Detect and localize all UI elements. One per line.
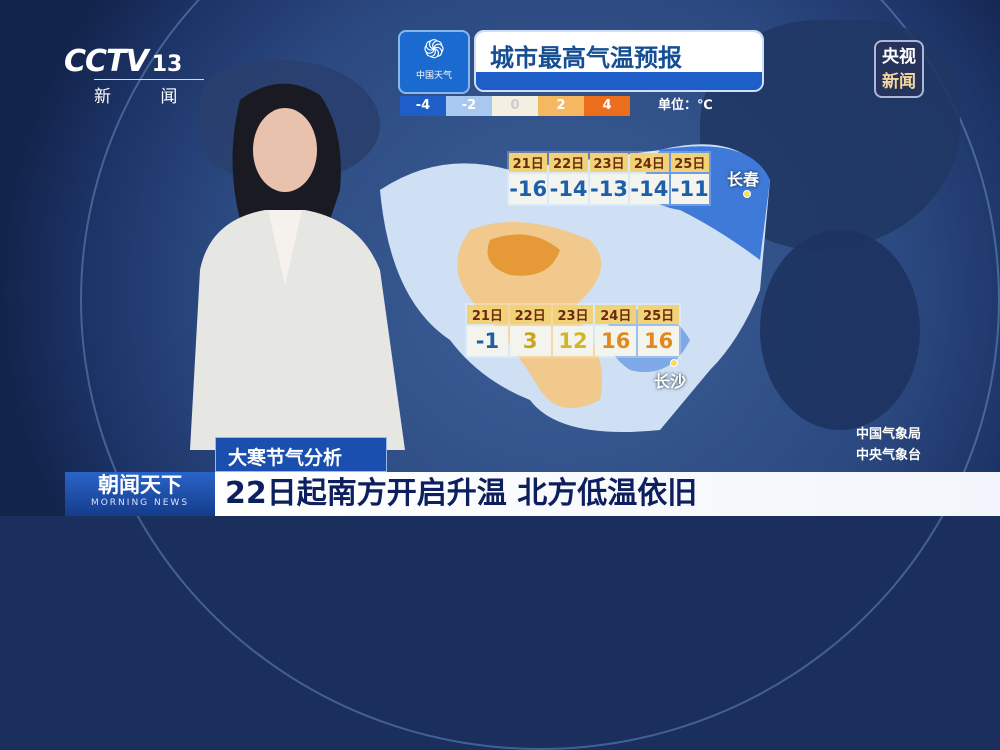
program-logo: 朝闻天下 MORNING NEWS bbox=[65, 472, 215, 516]
color-legend: -4 -2 0 2 4 bbox=[400, 96, 630, 116]
channel-number: 13 bbox=[151, 52, 183, 77]
day-label: 22日 bbox=[509, 305, 551, 324]
city-label-changsha: 长沙 bbox=[654, 372, 687, 391]
forecast-table-changchun: 21日 22日 23日 24日 25日 -16 -14 -13 -14 -11 bbox=[507, 151, 711, 206]
credit-line: 中国气象局 bbox=[856, 427, 922, 442]
forecast-table-changsha: 21日 22日 23日 24日 25日 -1 3 12 16 16 bbox=[465, 303, 681, 358]
brand-name: 中国天气 bbox=[415, 71, 452, 81]
cctv13-logo: CCTV 13 新 闻 bbox=[64, 44, 204, 107]
day-label: 25日 bbox=[670, 153, 709, 172]
page-title: 城市最高气温预报 bbox=[476, 32, 762, 72]
legend-unit: 单位：℃ bbox=[658, 98, 713, 113]
program-english-name: MORNING NEWS bbox=[90, 498, 190, 508]
city-label-changchun: 长春 bbox=[727, 170, 760, 189]
channel-name: 新 闻 bbox=[94, 79, 204, 107]
temp-value: 16 bbox=[638, 326, 679, 356]
legend-stop: -4 bbox=[400, 96, 446, 116]
temp-value: -1 bbox=[467, 326, 508, 356]
swirl-logo-icon: ֍ bbox=[423, 35, 445, 65]
temp-value: -14 bbox=[630, 174, 669, 204]
day-label: 23日 bbox=[552, 305, 594, 324]
city-marker bbox=[670, 359, 678, 367]
city-marker bbox=[743, 190, 751, 198]
land-mass bbox=[760, 230, 920, 430]
lower-third: 朝闻天下 MORNING NEWS 22日起南方开启升温 北方低温依旧 bbox=[65, 472, 1000, 516]
badge-line-2: 新闻 bbox=[882, 72, 916, 92]
temp-value: -13 bbox=[589, 174, 629, 204]
legend-stop: -2 bbox=[446, 96, 492, 116]
cctv-news-badge: 央视 新闻 bbox=[874, 40, 924, 98]
day-label: 21日 bbox=[467, 305, 508, 324]
day-label: 23日 bbox=[589, 153, 629, 172]
credit-line: 中央气象台 bbox=[856, 448, 922, 463]
cctv-text: CCTV bbox=[64, 44, 149, 79]
badge-line-1: 央视 bbox=[882, 47, 916, 67]
segment-tag: 大寒节气分析 bbox=[215, 437, 387, 472]
day-label: 24日 bbox=[595, 305, 637, 324]
presenter bbox=[190, 83, 405, 450]
legend-stop: 0 bbox=[492, 96, 538, 116]
day-label: 21日 bbox=[509, 153, 548, 172]
credits: 中国气象局 中央气象台 bbox=[856, 424, 921, 466]
headline: 22日起南方开启升温 北方低温依旧 bbox=[215, 472, 1000, 516]
temp-value: -11 bbox=[670, 174, 709, 204]
legend-stop: 2 bbox=[538, 96, 584, 116]
temp-value: 16 bbox=[595, 326, 637, 356]
title-banner: 城市最高气温预报 bbox=[474, 30, 764, 92]
temp-value: -16 bbox=[509, 174, 548, 204]
legend-stop: 4 bbox=[584, 96, 630, 116]
temp-value: 3 bbox=[509, 326, 551, 356]
program-name: 朝闻天下 bbox=[98, 473, 182, 497]
china-weather-logo: ֍ 中国天气 bbox=[398, 30, 470, 94]
day-label: 22日 bbox=[549, 153, 588, 172]
temp-value: -14 bbox=[549, 174, 588, 204]
temp-value: 12 bbox=[552, 326, 594, 356]
day-label: 25日 bbox=[638, 305, 679, 324]
warm-core bbox=[487, 234, 560, 276]
day-label: 24日 bbox=[630, 153, 669, 172]
